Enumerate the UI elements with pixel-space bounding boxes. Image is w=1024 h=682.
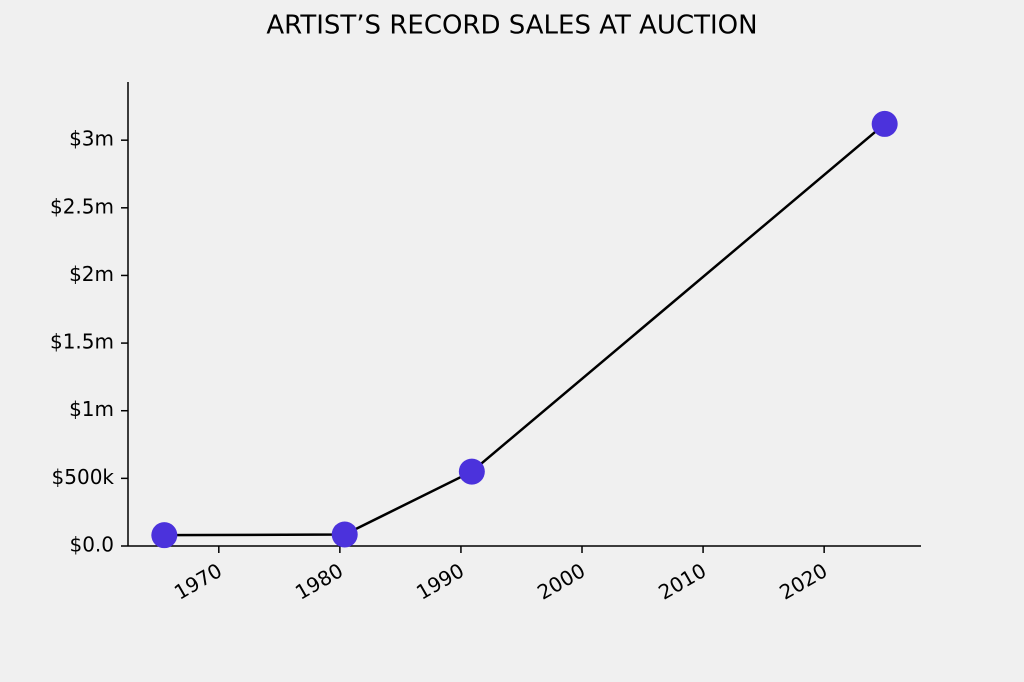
point [871,110,898,137]
point [458,458,485,485]
chart-title: ARTIST’S RECORD SALES AT AUCTION [266,11,757,41]
y-tick-label: $2m [69,262,114,286]
point [331,521,358,548]
y-tick-label: $0.0 [69,533,114,557]
y-tick-label: $1.5m [50,330,114,354]
y-tick-label: $3m [69,127,114,151]
y-tick-label: $500k [52,465,115,489]
y-tick-label: $2.5m [50,194,114,218]
point [151,522,178,549]
line [164,122,886,537]
y-tick-label: $1m [69,397,114,421]
